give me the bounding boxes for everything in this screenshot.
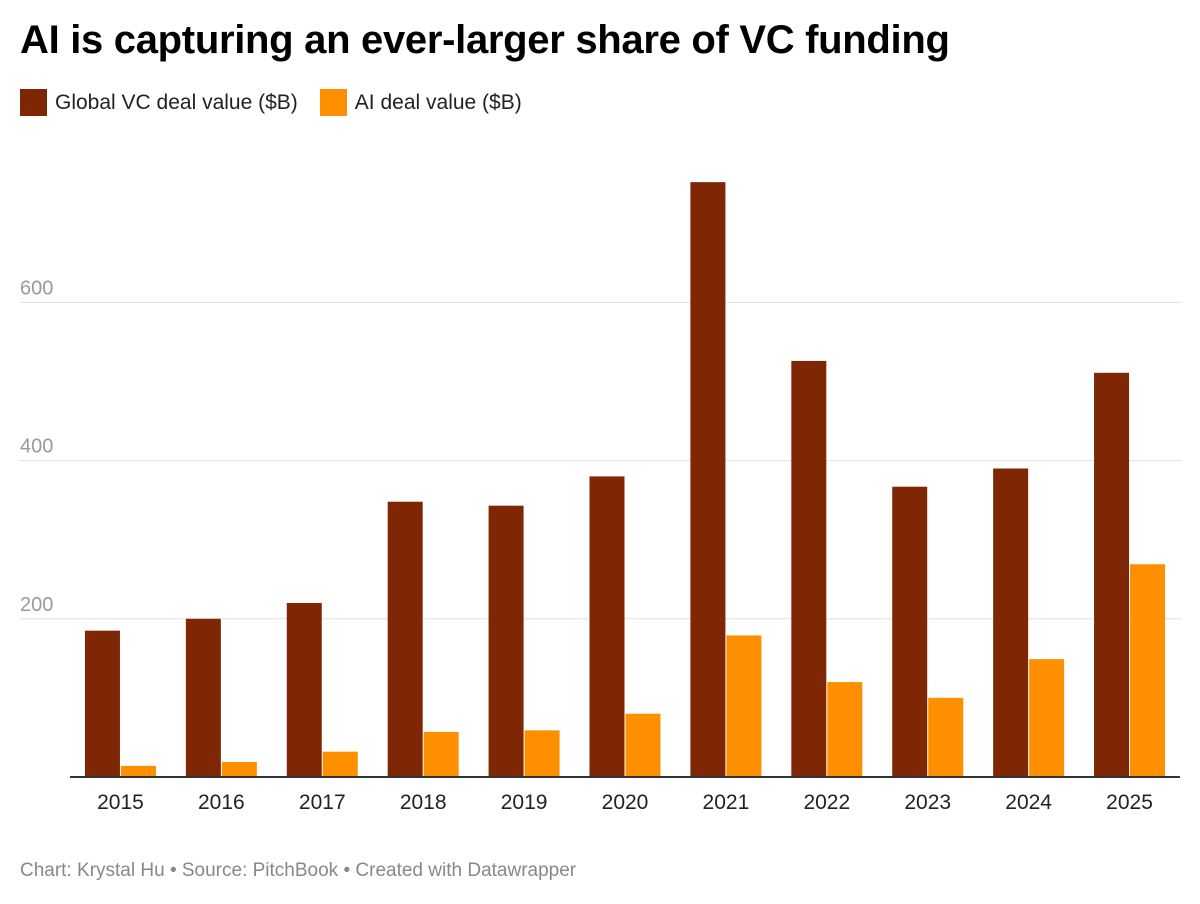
footer-created-with: Created with Datawrapper: [355, 860, 577, 881]
x-tick-label: 2015: [97, 791, 144, 814]
x-tick-label: 2021: [703, 791, 750, 814]
bar-global-vc: [387, 501, 423, 777]
footer-chart-credit: Chart: Krystal Hu: [20, 860, 165, 881]
footer-separator: •: [343, 860, 351, 881]
bar-ai: [423, 731, 459, 777]
x-tick-label: 2020: [602, 791, 649, 814]
bar-global-vc: [589, 476, 625, 777]
bar-ai: [221, 761, 257, 777]
x-tick-label: 2025: [1106, 791, 1153, 814]
bar-global-vc: [488, 505, 524, 777]
legend-label-ai: AI deal value ($B): [354, 90, 522, 114]
bar-global-vc: [185, 618, 221, 777]
legend: Global VC deal value ($B) AI deal value …: [20, 89, 544, 116]
bar-global-vc: [690, 182, 726, 778]
bar-ai: [1130, 564, 1166, 777]
bar-global-vc: [1094, 372, 1130, 777]
bar-global-vc: [993, 468, 1029, 777]
bar-ai: [726, 635, 762, 777]
bar-global-vc: [286, 602, 322, 777]
x-tick-label: 2018: [400, 791, 447, 814]
bar-ai: [625, 713, 661, 777]
footer-source: Source: PitchBook: [181, 860, 339, 881]
x-tick-label: 2024: [1005, 791, 1052, 814]
legend-label-global: Global VC deal value ($B): [55, 90, 298, 114]
y-tick-label: 600: [20, 277, 53, 299]
bar-ai: [524, 730, 560, 777]
x-tick-label: 2023: [904, 791, 951, 814]
bar-ai: [928, 697, 964, 777]
chart-title: AI is capturing an ever-larger share of …: [20, 18, 950, 62]
y-tick-label: 400: [20, 436, 53, 458]
bar-ai: [322, 751, 358, 777]
bar-global-vc: [84, 630, 120, 777]
legend-item-ai: AI deal value ($B): [319, 89, 522, 116]
footer-separator: •: [169, 860, 177, 881]
legend-swatch-global: [20, 89, 47, 116]
bar-global-vc: [892, 486, 928, 777]
legend-item-global: Global VC deal value ($B): [20, 89, 298, 116]
bar-ai: [827, 682, 863, 777]
x-tick-label: 2019: [501, 791, 548, 814]
bar-ai: [1029, 659, 1065, 777]
x-tick-label: 2022: [803, 791, 850, 814]
footer: Chart: Krystal Hu • Source: PitchBook • …: [20, 860, 576, 882]
legend-swatch-ai: [319, 89, 347, 116]
bar-ai: [120, 765, 156, 777]
x-tick-label: 2016: [198, 791, 245, 814]
bar-global-vc: [791, 360, 827, 777]
y-tick-label: 200: [20, 594, 53, 616]
x-tick-label: 2017: [299, 791, 346, 814]
